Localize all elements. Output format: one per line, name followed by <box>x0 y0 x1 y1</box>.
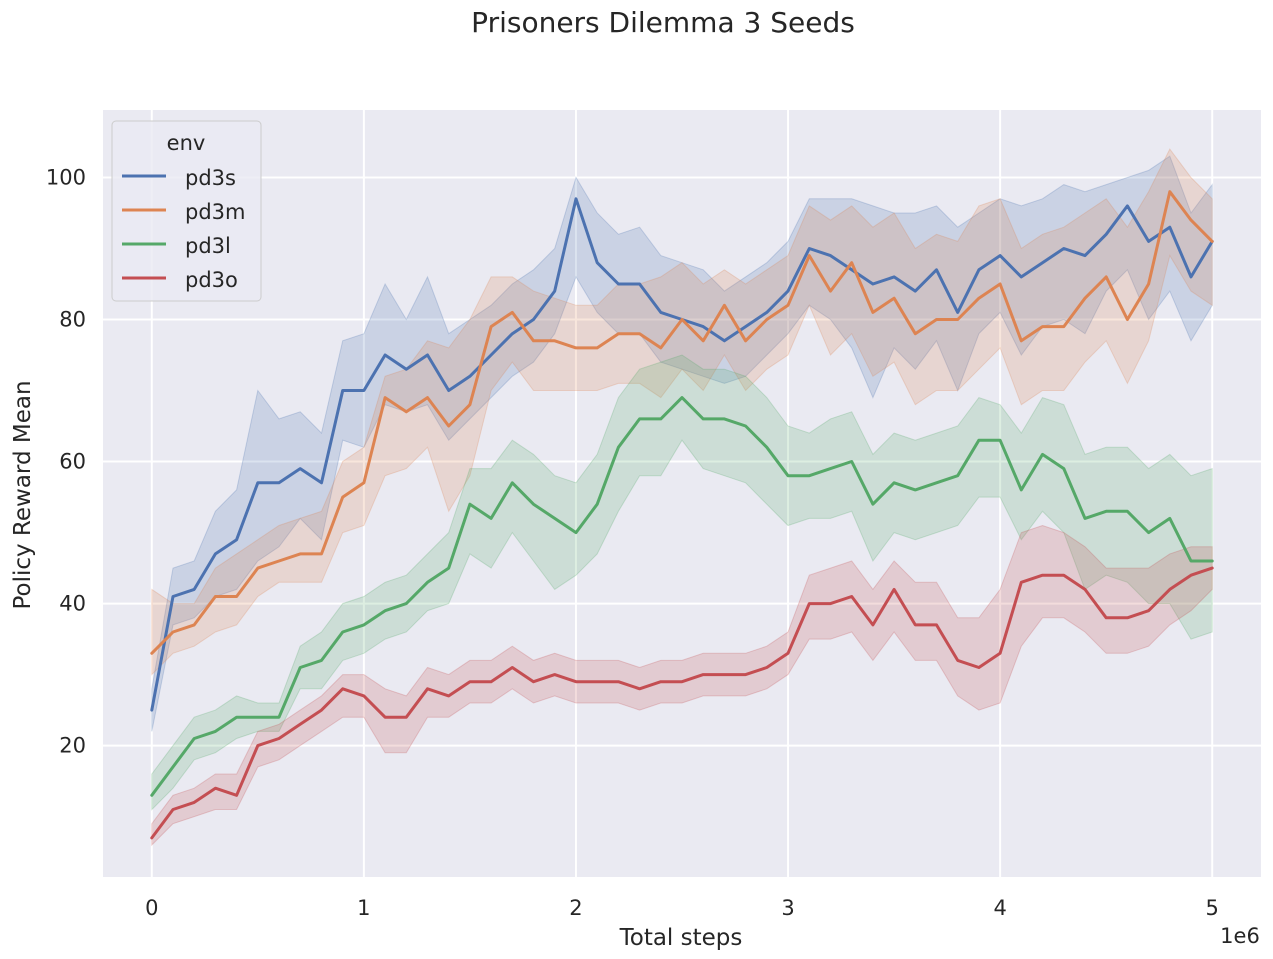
line-pd3m <box>150 190 1214 655</box>
y-tick-label: 40 <box>59 592 86 616</box>
legend: env pd3s pd3m pd3l pd3o <box>111 120 262 302</box>
y-tick-label: 100 <box>46 165 86 189</box>
legend-items: pd3s pd3m pd3l pd3o <box>122 166 245 292</box>
y-tick-labels: 20 40 60 80 100 <box>46 165 86 757</box>
grid <box>103 110 1261 877</box>
x-tick-label: 5 <box>1206 896 1219 920</box>
band-pd3o <box>151 524 1213 847</box>
line-pd3l <box>150 396 1214 797</box>
band-pd3m <box>151 148 1213 676</box>
x-axis-label: Total steps <box>619 925 743 951</box>
x-tick-label: 2 <box>569 896 582 920</box>
chart-title: Prisoners Dilemma 3 Seeds <box>471 6 855 39</box>
x-tick-label: 1 <box>357 896 370 920</box>
x-tick-label: 3 <box>781 896 794 920</box>
x-tick-label: 4 <box>993 896 1006 920</box>
y-tick-label: 20 <box>59 734 86 758</box>
plot-area <box>103 110 1261 877</box>
line-pd3o <box>150 566 1214 840</box>
band-pd3l <box>151 354 1213 811</box>
x-tick-labels: 0 1 2 3 4 5 <box>145 896 1219 920</box>
legend-label-pd3s: pd3s <box>185 166 236 190</box>
x-offset-label: 1e6 <box>1220 924 1260 948</box>
y-axis-label: Policy Reward Mean <box>10 380 36 609</box>
y-tick-label: 80 <box>59 308 86 332</box>
series-lines <box>150 190 1214 840</box>
y-tick-label: 60 <box>59 450 86 474</box>
legend-title: env <box>167 131 206 155</box>
legend-label-pd3l: pd3l <box>185 234 231 258</box>
x-tick-label: 0 <box>145 896 158 920</box>
legend-label-pd3m: pd3m <box>185 200 245 224</box>
legend-label-pd3o: pd3o <box>185 268 238 292</box>
legend-box <box>111 120 262 302</box>
band-pd3s <box>151 155 1213 732</box>
confidence-bands <box>151 148 1213 847</box>
